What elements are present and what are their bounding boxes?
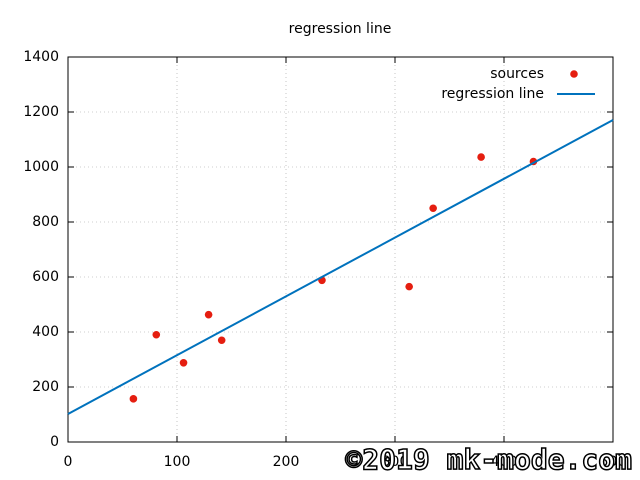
y-tick-label: 1000 — [23, 159, 59, 175]
y-tick-label: 400 — [32, 324, 59, 340]
data-point — [204, 310, 213, 319]
x-tick-label: 300 — [382, 454, 409, 470]
data-point — [477, 153, 485, 161]
legend-label: regression line — [441, 86, 544, 102]
data-point — [405, 282, 413, 291]
legend-swatch — [570, 70, 578, 78]
watermark: ©2019 mk-mode.com — [345, 443, 632, 476]
data-point — [179, 359, 188, 367]
y-tick-label: 200 — [32, 379, 59, 395]
x-tick-label: 0 — [64, 454, 73, 470]
x-tick-label: 200 — [273, 454, 300, 470]
y-tick-label: 1200 — [23, 104, 59, 120]
plot-frame — [67, 56, 614, 443]
x-tick-label: 400 — [491, 454, 518, 470]
data-point — [429, 204, 437, 213]
y-tick-label: 800 — [32, 214, 59, 230]
legend-label: sources — [490, 66, 544, 82]
chart-title: regression line — [289, 21, 392, 37]
x-tick-label: 100 — [164, 454, 191, 470]
y-tick-label: 600 — [32, 269, 59, 285]
y-tick-label: 0 — [50, 434, 59, 450]
data-point — [217, 336, 226, 345]
regression-line — [67, 119, 614, 415]
data-point — [129, 395, 138, 403]
y-tick-label: 1400 — [23, 49, 59, 65]
x-tick-label: 500 — [600, 454, 627, 470]
data-point — [152, 330, 161, 339]
